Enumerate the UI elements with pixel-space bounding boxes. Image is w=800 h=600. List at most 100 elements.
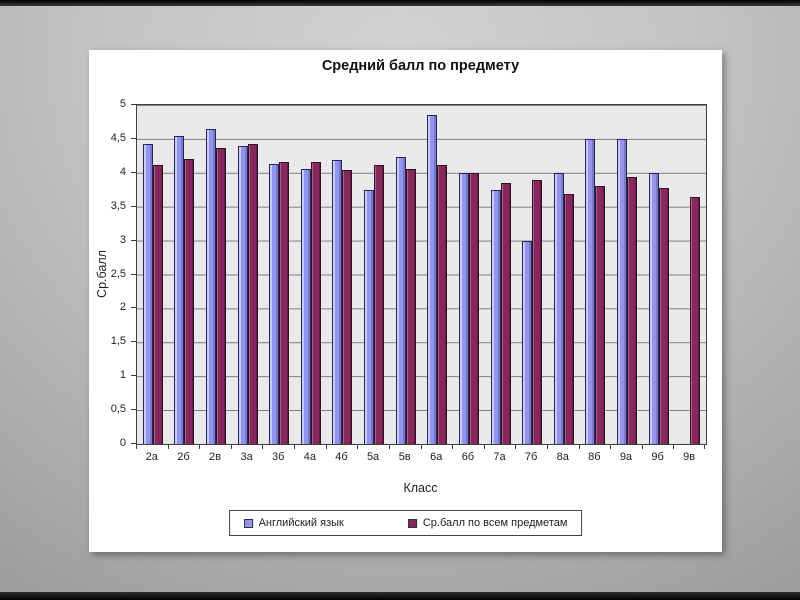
x-tick-label: 9а: [619, 451, 633, 463]
x-tick-label: 8б: [588, 451, 601, 463]
x-tick-mark: [578, 444, 580, 449]
bars-row: [137, 105, 706, 444]
bar-average: [374, 164, 385, 444]
bar-group: [390, 105, 422, 444]
y-tick-label: 2,5: [110, 267, 126, 280]
x-tick-label: 3б: [272, 451, 285, 463]
y-axis-ticks: 5 4,5 4 3,5 3 2,5 2 1,5 1 0,5 0: [89, 98, 136, 449]
x-tick-label: 6б: [461, 451, 475, 463]
bar-english: [522, 240, 533, 444]
y-tick-mark: [131, 341, 136, 343]
top-border-strip: [0, 0, 800, 6]
x-ticks: [136, 444, 705, 449]
bar-group: [295, 105, 327, 444]
bar-group: [263, 105, 295, 444]
chart-title: Средний балл по предмету: [321, 58, 520, 74]
bar-group: [548, 105, 580, 444]
bar-english: [300, 168, 311, 444]
y-tick-mark: [131, 307, 136, 309]
bar-average: [626, 176, 637, 444]
x-tick-mark: [483, 444, 485, 449]
y-tick-mark: [131, 104, 136, 105]
bar-english: [553, 172, 564, 444]
bar-english: [395, 156, 406, 444]
bar-group: [674, 105, 706, 444]
bar-average: [690, 197, 701, 444]
x-tick-label: 2а: [145, 451, 158, 463]
bar-group: [643, 105, 675, 444]
bar-group: [232, 105, 264, 444]
bar-english: [206, 128, 217, 444]
bar-group: [137, 105, 169, 444]
x-tick-mark: [704, 444, 705, 449]
y-tick-mark: [131, 375, 136, 377]
x-tick-mark: [452, 444, 454, 449]
bottom-border-strip: [0, 592, 800, 600]
x-tick-label: 6а: [430, 451, 443, 463]
bar-average: [405, 168, 416, 444]
x-tick-label: 2б: [177, 451, 190, 463]
bar-average: [500, 182, 511, 444]
legend-item-average: Ср.балл по всем предметам: [407, 517, 568, 529]
legend-label-average: Ср.балл по всем предметам: [422, 517, 568, 529]
y-tick-label: 5: [119, 98, 126, 110]
x-tick-mark: [294, 444, 296, 449]
x-tick-mark: [388, 444, 390, 449]
x-tick-mark: [515, 444, 517, 449]
bar-average: [658, 187, 669, 444]
bar-english: [458, 172, 469, 444]
x-tick-mark: [546, 444, 548, 449]
y-tick-label: 3,5: [110, 199, 126, 212]
legend-swatch-english-icon: [243, 518, 253, 528]
x-tick-label: 4а: [303, 451, 316, 463]
bar-average: [437, 165, 448, 444]
x-tick-label: 9в: [683, 451, 696, 463]
x-tick-mark: [199, 444, 201, 449]
bar-english: [585, 138, 596, 444]
y-tick-mark: [131, 205, 136, 207]
legend-swatch-average-icon: [407, 518, 417, 528]
y-tick-mark: [131, 137, 136, 139]
x-tick-mark: [262, 444, 264, 449]
legend: Английский язык Ср.балл по всем предмета…: [228, 510, 583, 536]
bar-average: [342, 170, 353, 444]
bar-average: [184, 158, 195, 444]
x-tick-label: 3а: [240, 451, 253, 463]
bar-group: [611, 105, 643, 444]
bar-english: [174, 135, 185, 444]
plot-area: [136, 104, 707, 445]
x-tick-mark: [357, 444, 359, 449]
x-tick-label: 9б: [651, 451, 664, 463]
x-tick-mark: [167, 444, 169, 449]
y-tick-label: 0: [119, 437, 126, 449]
x-labels: 2а 2б 2в 3а 3б 4а 4б 5а 5в 6а 6б 7а 7б 8а 8б 9а 9б 9в: [136, 451, 705, 463]
bar-english: [142, 144, 153, 444]
bar-group: [358, 105, 390, 444]
y-tick-mark: [131, 409, 136, 411]
bar-group: [453, 105, 485, 444]
x-tick-mark: [325, 444, 327, 449]
bar-group: [421, 105, 453, 444]
bar-english: [237, 146, 248, 444]
bar-average: [216, 148, 227, 444]
x-tick-mark: [420, 444, 422, 449]
x-tick-label: 5а: [366, 451, 380, 463]
bar-group: [485, 105, 517, 444]
y-tick-label: 3: [119, 233, 126, 246]
bar-average: [310, 161, 321, 444]
bar-english: [490, 189, 501, 444]
x-tick-label: 4б: [335, 451, 348, 463]
bar-group: [516, 105, 548, 444]
x-tick-mark: [610, 444, 612, 449]
x-tick-mark: [673, 444, 675, 449]
x-axis-title: Класс: [403, 481, 438, 495]
legend-item-english: Английский язык: [243, 517, 344, 529]
y-tick-label: 4: [119, 165, 126, 178]
y-tick-label: 0,5: [110, 403, 126, 416]
x-tick-mark: [641, 444, 643, 449]
bar-average: [152, 165, 163, 444]
chart-panel: Средний балл по предмету Ср.балл 5 4,5 4 3,…: [89, 50, 722, 552]
bar-english: [648, 172, 659, 444]
y-tick-label: 1: [119, 369, 126, 382]
y-tick-mark: [131, 273, 136, 275]
